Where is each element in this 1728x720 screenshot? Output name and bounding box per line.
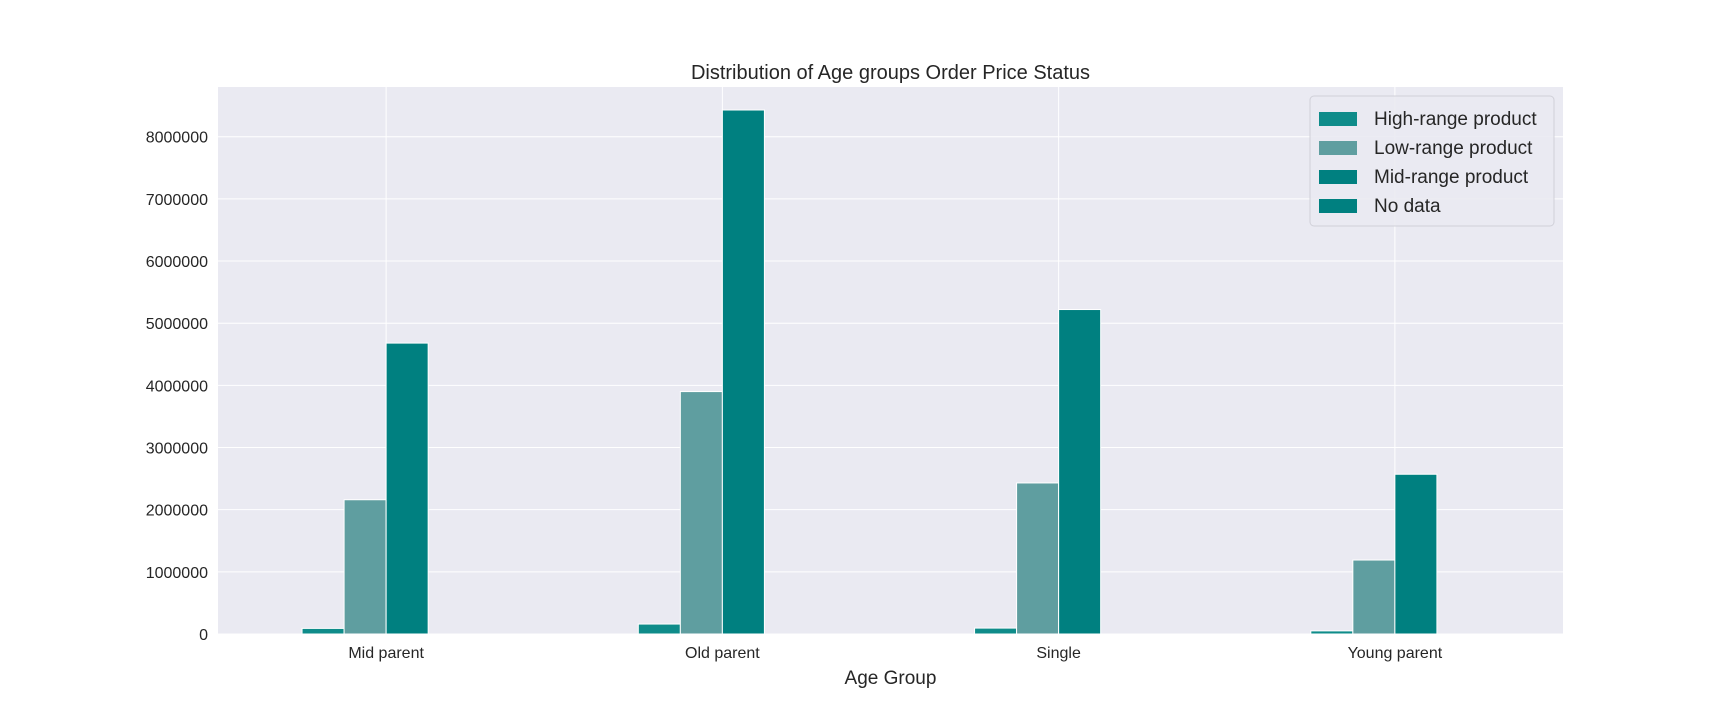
legend-label: No data [1374, 196, 1441, 217]
legend-swatch [1319, 112, 1357, 126]
y-tick-label: 1000000 [146, 565, 208, 582]
y-tick-label: 7000000 [146, 192, 208, 209]
legend-box [1309, 95, 1555, 227]
legend-label: Mid-range product [1374, 167, 1529, 188]
x-axis-label: Age Group [845, 668, 937, 689]
x-tick-label: Young parent [1348, 645, 1443, 662]
legend-label: High-range product [1374, 109, 1537, 130]
bar [721, 109, 765, 635]
bar [1058, 309, 1102, 635]
legend-swatch [1319, 199, 1357, 213]
y-tick-label: 4000000 [146, 378, 208, 395]
y-tick-label: 6000000 [146, 254, 208, 271]
legend: High-range product Low-range product Mid-r… [1309, 95, 1555, 227]
y-tick-label: 0 [199, 627, 208, 644]
x-tick-label: Single [1036, 645, 1081, 662]
y-tick-label: 5000000 [146, 316, 208, 333]
y-axis-ticks: 0 1000000 2000000 3000000 4000000 5000000 6000… [146, 130, 208, 644]
legend-swatch [1319, 170, 1357, 184]
legend-swatch [1319, 141, 1357, 155]
bar [679, 391, 723, 635]
legend-label: Low-range product [1374, 138, 1533, 159]
bars [301, 109, 1438, 635]
bar [1352, 559, 1396, 635]
bar [301, 627, 345, 635]
bar [1310, 630, 1354, 635]
x-axis-ticks: Mid parent Old parent Single Young parent [348, 645, 1442, 662]
y-tick-label: 2000000 [146, 503, 208, 520]
bar [637, 623, 681, 635]
x-tick-label: Old parent [685, 645, 760, 662]
bar [1016, 482, 1060, 635]
bar [1394, 473, 1438, 635]
bar [974, 627, 1018, 635]
bar [385, 342, 429, 635]
chart-title: Distribution of Age groups Order Price S… [691, 62, 1090, 84]
bar [343, 499, 387, 635]
x-tick-label: Mid parent [348, 645, 424, 662]
y-tick-label: 8000000 [146, 130, 208, 147]
y-tick-label: 3000000 [146, 441, 208, 458]
